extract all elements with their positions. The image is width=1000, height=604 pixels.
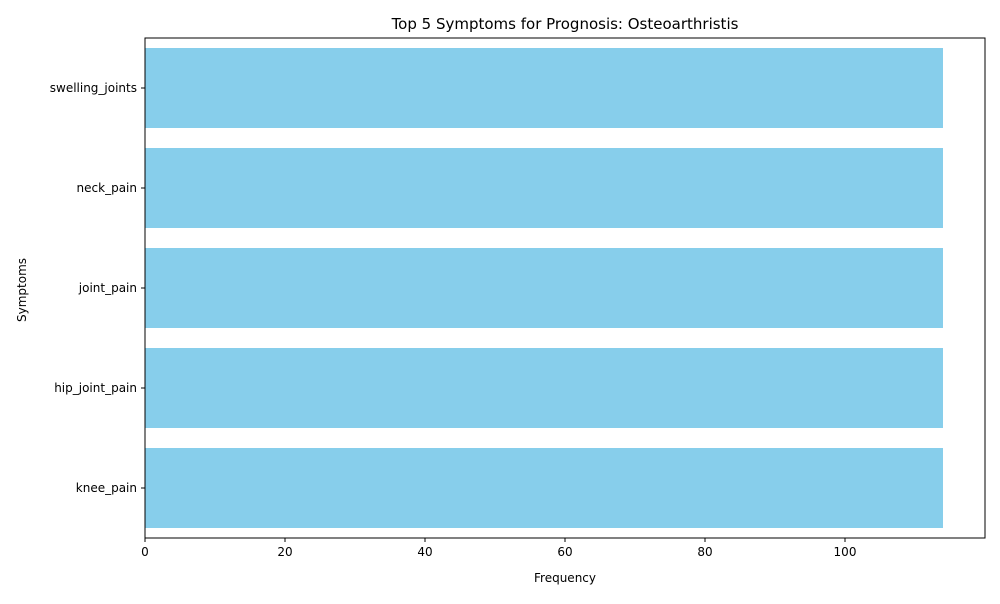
bar-swelling_joints xyxy=(145,48,943,128)
bar-knee_pain xyxy=(145,448,943,528)
x-tick-label: 100 xyxy=(834,545,857,559)
y-tick-label: swelling_joints xyxy=(50,81,137,95)
y-tick-label: knee_pain xyxy=(76,481,137,495)
plot-area: swelling_joints neck_pain joint_pain hip_jo… xyxy=(50,37,986,559)
x-tick-label: 80 xyxy=(697,545,712,559)
y-tick-label: neck_pain xyxy=(77,181,137,195)
bar-neck_pain xyxy=(145,148,943,228)
x-tick-label: 60 xyxy=(557,545,572,559)
plot-frame xyxy=(144,37,986,539)
x-axis-label: Frequency xyxy=(534,571,596,585)
x-tick-label: 40 xyxy=(417,545,432,559)
y-tick-label: joint_pain xyxy=(78,281,137,295)
bar-joint_pain xyxy=(145,248,943,328)
y-axis-label: Symptoms xyxy=(15,258,29,322)
chart-title: Top 5 Symptoms for Prognosis: Osteoarthr… xyxy=(391,15,739,33)
y-tick-label: hip_joint_pain xyxy=(54,381,137,395)
bar-hip_joint_pain xyxy=(145,348,943,428)
x-tick-label: 0 xyxy=(141,545,149,559)
x-tick-label: 20 xyxy=(277,545,292,559)
